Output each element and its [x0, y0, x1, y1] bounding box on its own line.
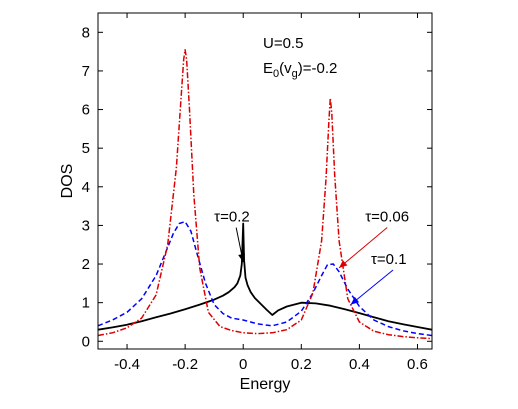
param-vg-sub: g	[292, 68, 298, 80]
x-tick-label: 0.4	[349, 356, 370, 373]
param-u-label: U=0.5	[263, 35, 303, 52]
param-e0-paren: (v	[279, 60, 292, 77]
annotation-label-tau-0.1: τ=0.1	[371, 251, 407, 268]
y-axis-label: DOS	[59, 164, 76, 199]
annotation-label-tau-0.06: τ=0.06	[365, 209, 409, 226]
annotations: τ=0.2 τ=0.06 τ=0.1	[214, 209, 409, 305]
annotation-arrow-tau-0.06	[338, 227, 388, 269]
param-e0-label: E0(vg)=-0.2	[263, 60, 337, 80]
tick-labels: -0.4 -0.2 0 0.2 0.4 0.6 0 1 2 3 4 5 6 7 8	[82, 24, 428, 373]
x-tick-label: 0	[239, 356, 247, 373]
x-tick-label: -0.4	[114, 356, 140, 373]
y-tick-label: 7	[82, 63, 90, 80]
y-tick-label: 8	[82, 24, 90, 41]
annotation-arrowhead-tau-0.2	[238, 253, 245, 263]
param-e0-rest: )=-0.2	[298, 60, 338, 77]
annotation-arrow-tau-0.1	[350, 269, 394, 305]
plot-frame	[97, 12, 433, 350]
param-e0-main: E	[263, 60, 273, 77]
y-tick-label: 3	[82, 217, 90, 234]
y-tick-label: 5	[82, 140, 90, 157]
annotation-arrowhead-tau-0.06	[339, 260, 348, 268]
series-line-tau-0.2	[98, 222, 432, 331]
series-line-tau-0.06	[98, 48, 432, 340]
x-tick-label: 0.6	[407, 356, 428, 373]
annotation-arrowhead-tau-0.1	[350, 296, 360, 305]
series-curves	[98, 48, 432, 340]
x-tick-label: 0.2	[291, 356, 312, 373]
y-tick-label: 4	[82, 179, 90, 196]
y-tick-label: 1	[82, 295, 90, 312]
axis-ticks	[98, 13, 432, 349]
annotation-label-tau-0.2: τ=0.2	[214, 209, 250, 226]
x-axis-label: Energy	[240, 376, 291, 393]
x-tick-label: -0.2	[172, 356, 198, 373]
y-tick-label: 6	[82, 102, 90, 119]
y-tick-label: 0	[82, 333, 90, 350]
y-tick-label: 2	[82, 256, 90, 273]
param-e0-sub: 0	[273, 68, 279, 80]
